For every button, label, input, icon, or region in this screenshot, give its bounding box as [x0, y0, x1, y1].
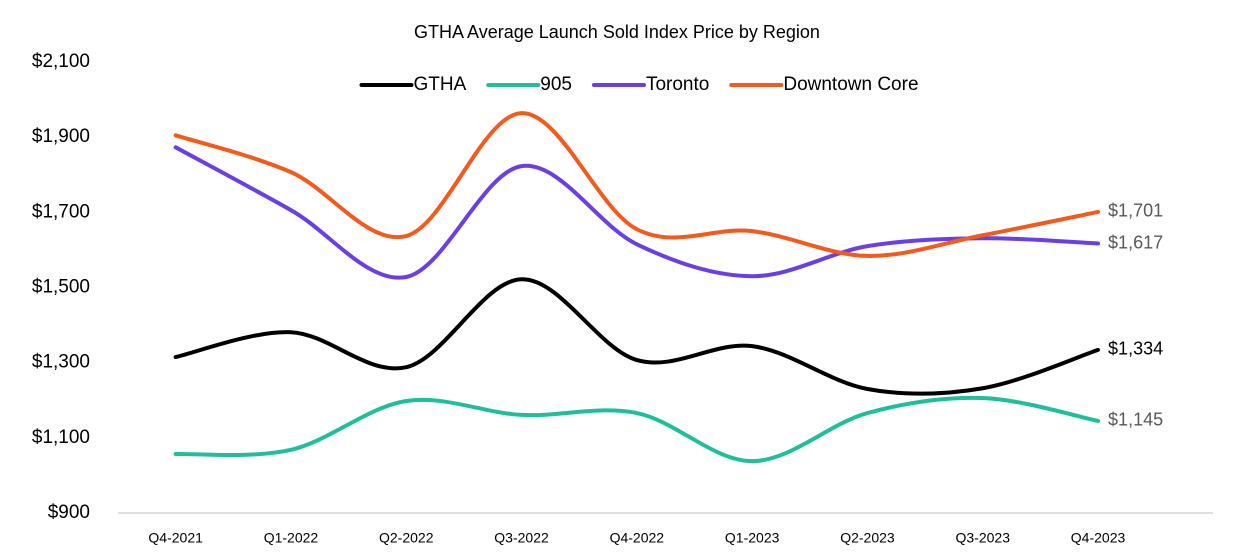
y-tick-label: $1,900: [32, 126, 90, 147]
x-tick-label: Q2-2022: [379, 530, 434, 546]
chart-title: GTHA Average Launch Sold Index Price by …: [414, 22, 820, 42]
y-tick-label: $1,300: [32, 352, 90, 373]
x-tick-label: Q2-2023: [840, 530, 895, 546]
value-label: $1,617: [1108, 232, 1163, 252]
y-tick-label: $1,100: [32, 427, 90, 448]
x-tick-label: Q1-2023: [725, 530, 780, 546]
y-tick-label: $2,100: [32, 51, 90, 72]
x-tick-label: Q4-2023: [1071, 530, 1126, 546]
x-tick-label: Q1-2022: [264, 530, 319, 546]
legend-label: 905: [540, 74, 572, 95]
legend-label: Downtown Core: [783, 74, 918, 95]
value-label: $1,334: [1108, 339, 1163, 359]
series-line: [173, 277, 1101, 396]
x-tick-label: Q4-2022: [610, 530, 665, 546]
series-line: [173, 111, 1101, 258]
x-tick-label: Q4-2021: [148, 530, 203, 546]
value-label: $1,145: [1108, 410, 1163, 430]
legend-label: Toronto: [646, 74, 709, 95]
series-line: [173, 145, 1101, 280]
value-label: $1,701: [1108, 201, 1163, 221]
legend-label: GTHA: [413, 74, 466, 95]
y-tick-label: $900: [48, 502, 90, 523]
y-tick-label: $1,500: [32, 277, 90, 298]
y-tick-label: $1,700: [32, 201, 90, 222]
series-line: [173, 395, 1101, 464]
x-tick-label: Q3-2023: [956, 530, 1011, 546]
x-tick-label: Q3-2022: [494, 530, 549, 546]
